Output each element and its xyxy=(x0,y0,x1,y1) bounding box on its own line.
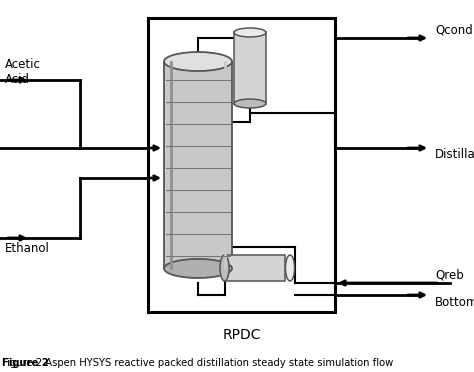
Text: Qreb: Qreb xyxy=(435,269,464,282)
Ellipse shape xyxy=(164,52,232,71)
Bar xyxy=(148,18,335,312)
Text: Bottoms: Bottoms xyxy=(435,296,474,310)
Text: Distillates: Distillates xyxy=(435,148,474,161)
Ellipse shape xyxy=(164,259,232,278)
Text: Acetic
Acid: Acetic Acid xyxy=(5,58,41,86)
Ellipse shape xyxy=(234,99,266,108)
Bar xyxy=(234,32,266,103)
Text: Ethanol: Ethanol xyxy=(5,241,50,254)
Text: Figure 2 Aspen HYSYS reactive packed distillation steady state simulation flow: Figure 2 Aspen HYSYS reactive packed dis… xyxy=(2,358,393,368)
Ellipse shape xyxy=(234,28,266,37)
Bar xyxy=(164,61,232,269)
Ellipse shape xyxy=(220,255,229,281)
Text: RPDC: RPDC xyxy=(222,328,261,342)
Text: Figure 2: Figure 2 xyxy=(2,358,52,368)
Bar xyxy=(225,255,285,281)
Text: Qcond: Qcond xyxy=(435,23,473,36)
Ellipse shape xyxy=(285,255,294,281)
